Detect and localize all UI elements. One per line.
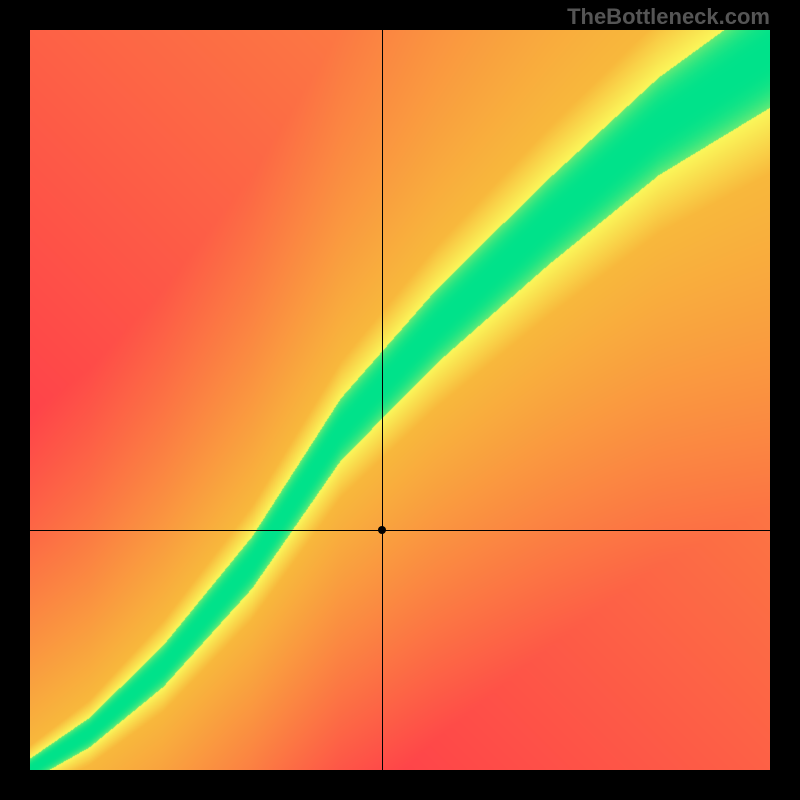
crosshair-marker <box>378 526 386 534</box>
heatmap-canvas <box>30 30 770 770</box>
crosshair-horizontal <box>30 530 770 531</box>
heatmap-plot <box>30 30 770 770</box>
watermark-text: TheBottleneck.com <box>567 4 770 30</box>
crosshair-vertical <box>382 30 383 770</box>
